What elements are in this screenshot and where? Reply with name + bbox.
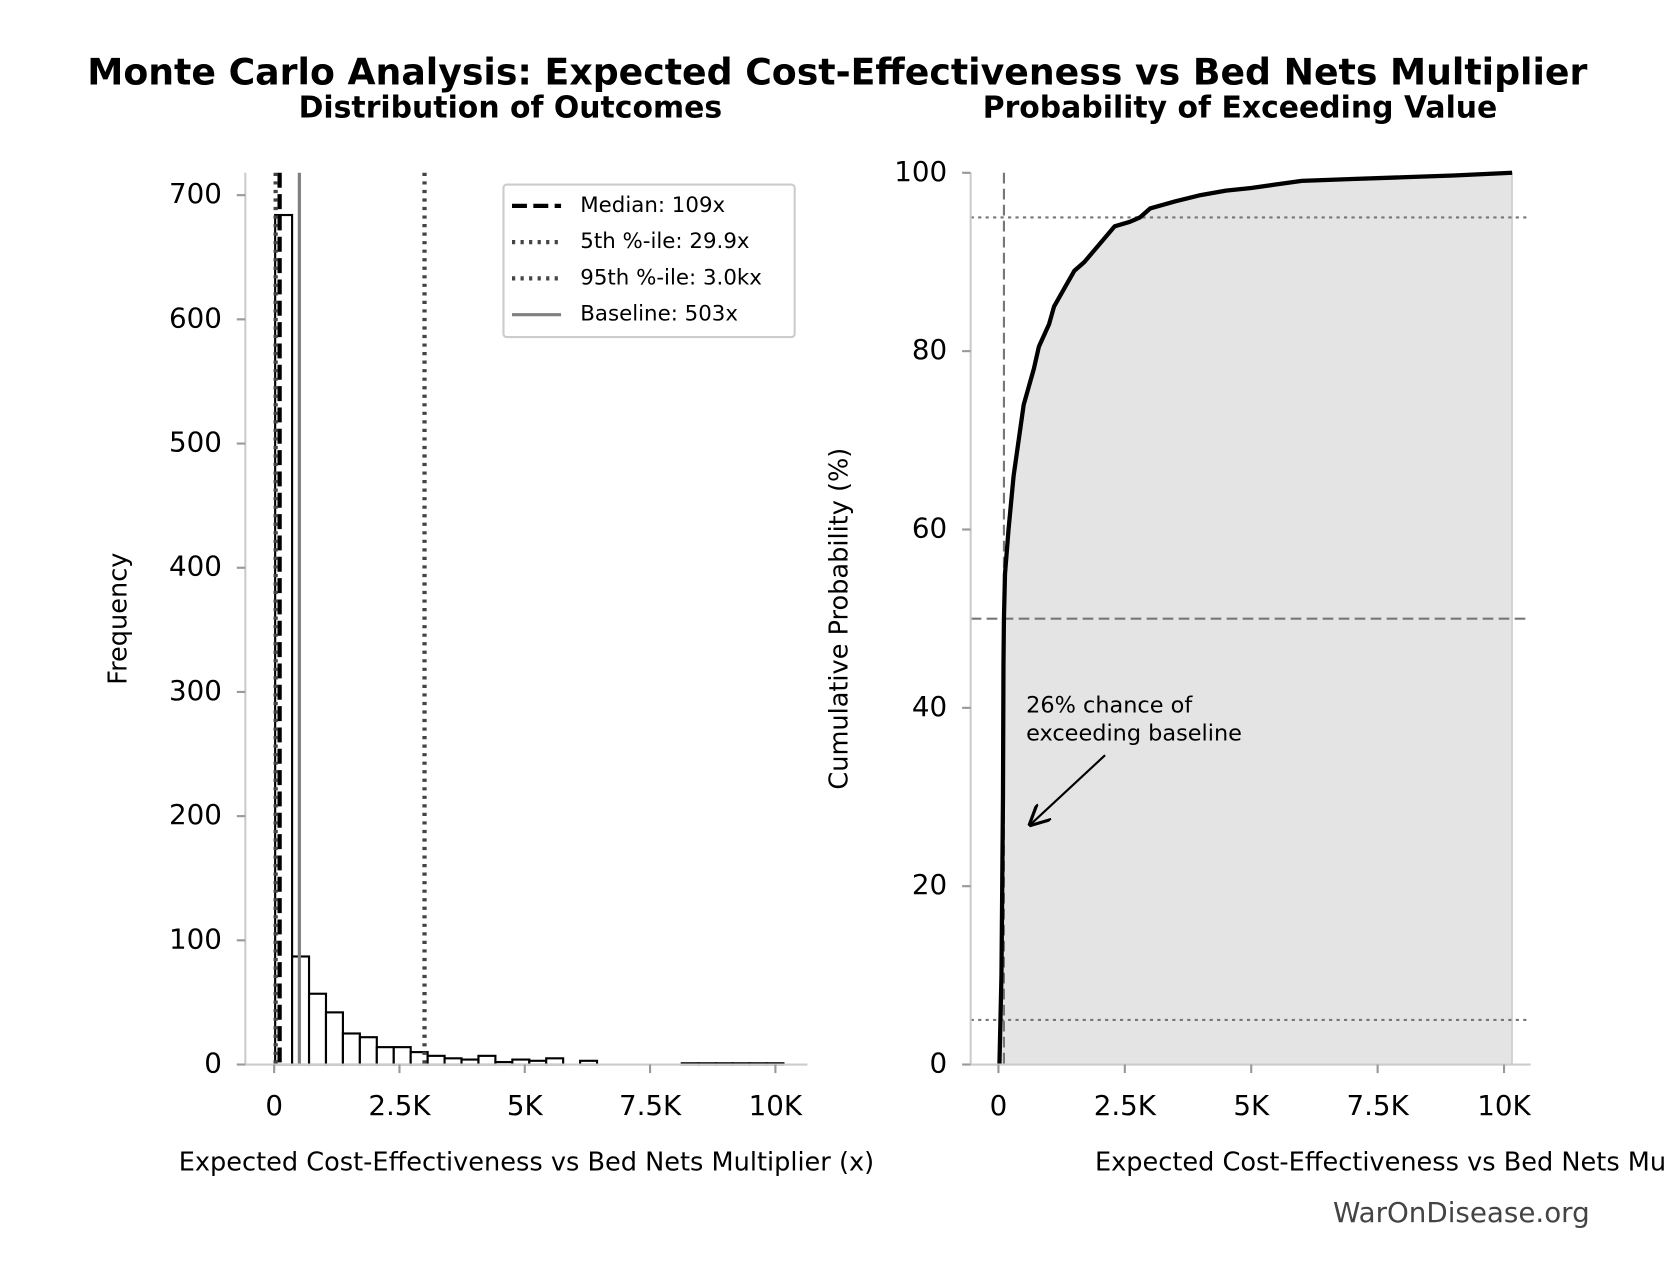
- x-tick-label: 2.5K: [368, 1089, 431, 1122]
- legend-box: [502, 183, 796, 339]
- y-tick-label: 60: [912, 511, 947, 544]
- y-tick-label: 100: [169, 922, 222, 955]
- x-tick-label: 2.5K: [1094, 1089, 1157, 1122]
- histogram-bar: [375, 1046, 395, 1066]
- y-tick-label: 400: [169, 550, 222, 583]
- annotation-arrow: [1030, 754, 1106, 824]
- histogram-bar: [324, 1011, 344, 1066]
- histogram-bar: [274, 213, 294, 1066]
- subplot-title: Distribution of Outcomes: [299, 90, 723, 125]
- figure-title: Monte Carlo Analysis: Expected Cost-Effe…: [87, 51, 1587, 94]
- histogram-bar: [341, 1032, 361, 1066]
- legend-label: 5th %-ile: 29.9x: [580, 229, 749, 254]
- legend-label: Baseline: 503x: [580, 302, 738, 327]
- x-tick-label: 5K: [1233, 1089, 1270, 1122]
- x-axis-label: Expected Cost-Effectiveness vs Bed Nets …: [179, 1148, 874, 1178]
- x-tick-label: 7.5K: [1346, 1089, 1409, 1122]
- y-tick-label: 20: [912, 868, 947, 901]
- histogram-bar: [307, 992, 328, 1066]
- y-tick-label: 300: [169, 674, 222, 707]
- histogram-bar: [358, 1036, 378, 1066]
- footer: WarOnDisease.org: [1333, 1196, 1590, 1229]
- y-tick-label: 100: [894, 155, 947, 188]
- legend: Median: 109x 5th %-ile: 29.9x 95th %-ile: …: [502, 183, 796, 339]
- cdf-line: [997, 170, 1513, 1065]
- x-tick-label: 0: [265, 1089, 283, 1122]
- histogram-bar: [477, 1054, 497, 1066]
- annotation: 26% chance of: [1026, 693, 1193, 719]
- y-tick-label: 40: [912, 690, 947, 723]
- y-axis-label: Cumulative Probability (%): [825, 448, 855, 790]
- x-tick-label: 10K: [1477, 1089, 1531, 1122]
- histogram-bar: [426, 1054, 446, 1066]
- y-axis-label: Frequency: [103, 553, 133, 685]
- x-axis-label: Expected Cost-Effectiveness vs Bed Nets …: [1095, 1148, 1664, 1178]
- legend-label: 95th %-ile: 3.0kx: [580, 265, 762, 290]
- y-tick-label: 0: [204, 1047, 222, 1080]
- x-tick-label: 7.5K: [619, 1089, 682, 1122]
- x-tick-label: 0: [990, 1089, 1008, 1122]
- y-tick-label: 200: [169, 798, 222, 831]
- y-tick-label: 600: [169, 301, 222, 334]
- x-tick-label: 5K: [507, 1089, 544, 1122]
- legend-label: Median: 109x: [580, 193, 725, 218]
- y-tick-label: 500: [169, 426, 222, 459]
- x-tick-label: 10K: [749, 1089, 803, 1122]
- subplot-title: Probability of Exceeding Value: [983, 90, 1498, 125]
- y-tick-label: 0: [930, 1047, 948, 1080]
- annotation: exceeding baseline: [1026, 720, 1242, 746]
- histogram-bar: [392, 1046, 412, 1066]
- y-tick-label: 80: [912, 333, 947, 366]
- y-tick-label: 700: [169, 177, 222, 210]
